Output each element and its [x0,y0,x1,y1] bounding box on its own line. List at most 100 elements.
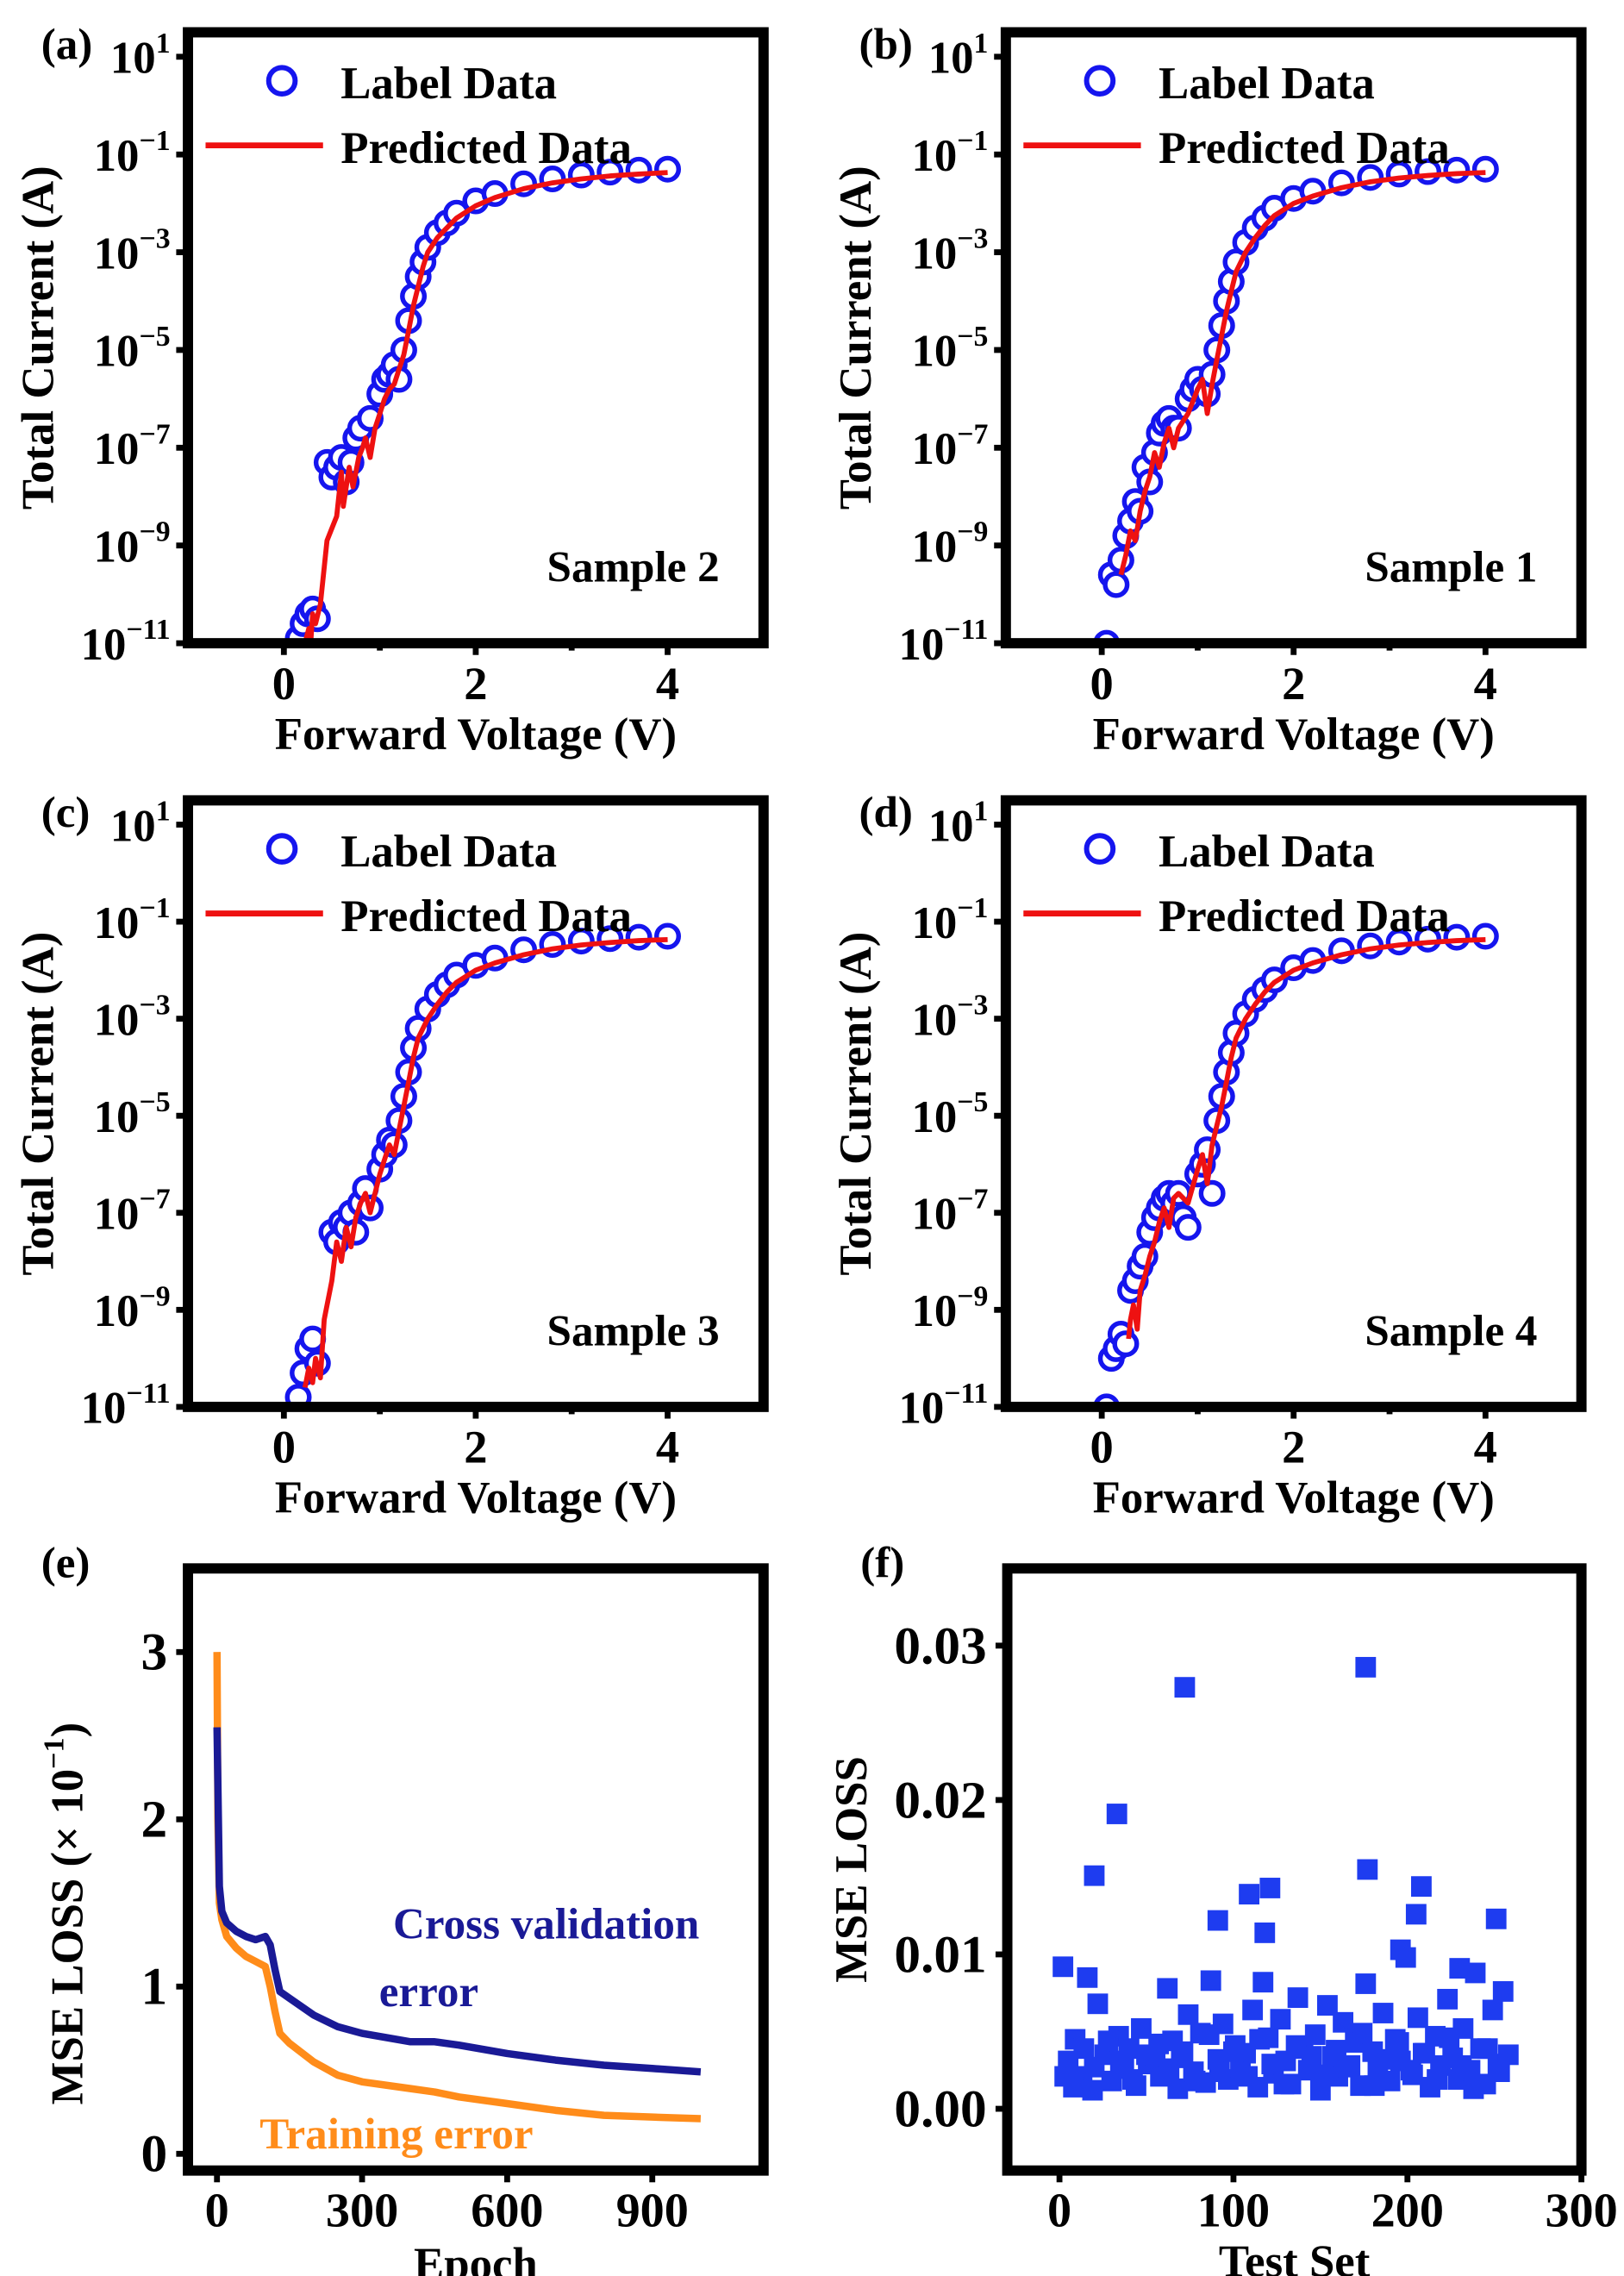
y-tick-label: 101 [110,795,171,851]
panel-label: (e) [41,1538,91,1587]
y-tick-label-exp: −11 [126,614,170,646]
panel-label: (a) [41,20,93,69]
y-tick-label-exp: −7 [957,1184,988,1216]
y-axis-label: Total Current (A) [13,166,63,510]
x-tick-label: 0 [1090,657,1114,710]
x-tick-label: 4 [1474,1421,1497,1473]
y-tick-label-base: 10 [911,898,957,948]
y-tick-label-exp: −3 [139,223,170,255]
mse-loss-point [1174,1677,1196,1698]
mse-loss-point [1390,1939,1411,1960]
y-tick-label: 10−7 [911,1184,988,1240]
mse-loss-point [1261,2054,1283,2075]
label-data-point [1471,922,1499,950]
y-tick-label: 0.01 [894,1925,986,1984]
y-tick-label-base: 10 [110,801,156,851]
y-tick-label: 10−9 [911,516,988,572]
y-tick-label-base: 10 [94,228,140,278]
y-tick-label-base: 10 [94,1286,140,1336]
x-axis-label: Forward Voltage (V) [275,710,677,760]
y-tick-label: 10−3 [911,223,988,279]
mse-loss-point [1317,1995,1338,2016]
panel-label: (d) [859,788,913,837]
predicted-data-line [303,170,668,644]
x-axis-label: Forward Voltage (V) [1093,1473,1495,1523]
y-axis-label: Total Current (A) [831,166,881,510]
y-tick-label: 10−11 [81,1378,171,1434]
y-axis-label: Total Current (A) [831,932,881,1276]
y-tick-label-exp: −5 [139,1086,170,1118]
legend-label-data: Label Data [1159,59,1375,109]
y-tick-label: 10−11 [81,614,171,670]
x-tick-label: 4 [656,657,679,710]
y-tick-label: 10−3 [94,990,171,1046]
mse-loss-point [1082,2079,1103,2101]
y-tick-label-exp: −5 [957,1086,988,1118]
y-tick-label: 10−9 [911,1280,988,1336]
mse-loss-point [1084,1865,1105,1886]
mse-loss-point [1463,2078,1484,2099]
y-tick-label-exp: −1 [957,892,988,924]
y-tick-label-exp: −11 [944,1378,988,1410]
y-tick-label-base: 10 [911,131,957,181]
mse-loss-point [1084,2056,1105,2078]
mse-loss-point [1400,2060,1421,2081]
mse-loss-point [1352,2023,1373,2044]
y-tick-label: 10−3 [94,223,171,279]
x-tick-label: 100 [1197,2184,1270,2237]
label-data-point [284,1384,312,1407]
y-tick-label-exp: −9 [957,1280,988,1312]
y-tick-label-base: 10 [94,522,140,572]
y-tick-label: 10−7 [94,1184,171,1240]
sample-annotation: Sample 2 [547,543,720,592]
y-tick-label-exp: −1 [139,892,170,924]
mse-loss-point [1301,2046,1322,2067]
mse-loss-point [1058,2050,1079,2072]
mse-loss-point [1357,1859,1378,1880]
plot-area-b [1093,155,1499,644]
y-tick-label: 10−9 [94,516,171,572]
x-axis-label: Epoch [414,2240,538,2276]
legend-label-data: Label Data [1159,827,1375,877]
panel-e: 0 300 600 900 3 2 1 0 Epoch MSE LOSS (× 10−1) (e) C… [38,1538,769,2276]
y-tick-label-base: 10 [928,34,974,84]
y-tick-label: 0 [141,2125,168,2184]
x-tick-label: 900 [616,2184,689,2237]
y-tick-label: 10−1 [94,892,171,948]
y-tick-label-exp: −11 [126,1378,170,1410]
predicted-data-line [1118,170,1486,576]
mse-loss-point [1427,2069,1448,2090]
y-tick-label: 10−5 [911,1086,988,1142]
y-tick-label-exp: −1 [957,125,988,157]
mse-loss-point [1171,2048,1192,2068]
plot-frame [1002,1563,1587,2176]
panel-label: (c) [41,788,91,837]
y-tick-label-exp: −3 [957,990,988,1022]
mse-loss-point [1379,2070,1401,2092]
x-tick-label: 0 [1090,1421,1114,1473]
mse-loss-point [1148,2033,1170,2054]
x-axis-label: Forward Voltage (V) [1093,710,1495,760]
y-tick-label-base: 10 [911,327,957,377]
y-tick-label-exp: 1 [974,28,989,59]
x-tick-label: 4 [1474,657,1497,710]
mse-loss-point [1109,2050,1131,2072]
cross-validation-annotation-line2: error [379,1967,478,2017]
x-tick-label: 2 [464,1421,487,1473]
y-tick-label: 10−5 [911,321,988,377]
mse-loss-point [1249,2029,1271,2050]
y-tick-label-base: 10 [81,1384,127,1434]
x-tick-label: 2 [1282,657,1305,710]
y-tick-label: 10−1 [94,125,171,181]
mse-loss-point [1184,2070,1206,2092]
mse-loss-point [1477,2038,1498,2060]
mse-loss-point [1451,2054,1472,2076]
legend-label-marker [265,833,298,865]
x-tick-label: 300 [1545,2184,1617,2237]
mse-loss-point [1259,1878,1281,1898]
mse-loss-point [1489,2061,1510,2082]
legend-label-marker [1084,65,1116,97]
